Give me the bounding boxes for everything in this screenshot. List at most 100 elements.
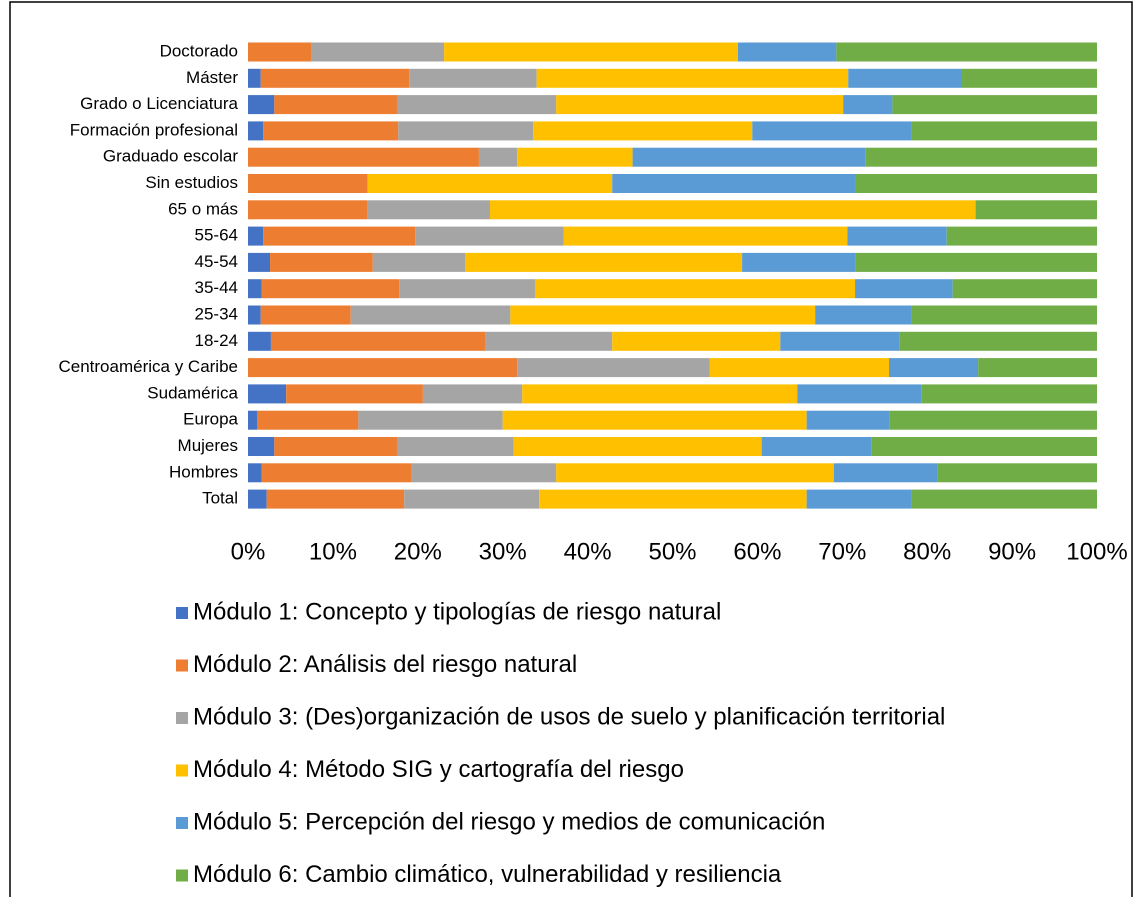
y-tick-label: Grado o Licenciatura — [80, 94, 238, 113]
bar-segment — [911, 121, 1097, 141]
bar-segment — [502, 410, 807, 430]
bar-segment — [286, 384, 423, 404]
y-tick-label: Doctorado — [160, 41, 238, 60]
bar-segment — [889, 410, 1097, 430]
bar-segment — [358, 410, 503, 430]
bar-segment — [709, 358, 889, 378]
bar-segment — [563, 226, 848, 246]
bar-segment — [260, 305, 351, 325]
bar-segment — [248, 252, 271, 272]
bar-segment — [263, 121, 399, 141]
bar-segment — [397, 437, 514, 456]
legend-label: Módulo 4: Método SIG y cartografía del r… — [193, 756, 684, 783]
bar-segment — [248, 147, 479, 167]
legend-swatch — [176, 659, 188, 672]
bar-segment — [513, 437, 762, 456]
x-tick-label: 90% — [988, 538, 1036, 565]
bar-segment — [962, 68, 1097, 88]
bar-segment — [833, 463, 938, 483]
bar-segment — [248, 95, 275, 115]
bar-segment — [372, 252, 466, 272]
bar-segment — [422, 384, 523, 404]
x-tick-label: 10% — [309, 538, 357, 565]
bar-segment — [921, 384, 1097, 404]
bar-segment — [257, 410, 359, 430]
bar-segment — [836, 42, 1097, 62]
bar-segment — [411, 463, 557, 483]
y-tick-label: Centroamérica y Caribe — [58, 357, 238, 376]
bar-segment — [815, 305, 912, 325]
bar-segment — [975, 200, 1097, 220]
bar-segment — [632, 147, 866, 167]
y-tick-label: Sudamérica — [147, 383, 238, 402]
bar-segment — [261, 279, 400, 299]
y-tick-label: Sin estudios — [145, 173, 238, 192]
bar-segment — [266, 489, 405, 509]
bar-segment — [248, 463, 262, 483]
x-tick-label: 20% — [394, 538, 442, 565]
legend-label: Módulo 1: Concepto y tipologías de riesg… — [193, 598, 721, 625]
y-tick-label: Europa — [183, 410, 238, 429]
bar-segment — [892, 95, 1097, 115]
bar-segment — [350, 305, 511, 325]
bar-segment — [248, 358, 518, 378]
bar-segment — [855, 252, 1097, 272]
bar-segment — [398, 121, 534, 141]
bar-segment — [937, 463, 1097, 483]
bar-segment — [248, 489, 267, 509]
bar-segment — [761, 437, 872, 456]
legend-swatch — [176, 764, 188, 777]
bar-segment — [444, 42, 738, 62]
y-tick-label: 25-34 — [195, 304, 238, 323]
bar-segment — [517, 358, 710, 378]
legend-label: Módulo 6: Cambio climático, vulnerabilid… — [193, 861, 782, 888]
legend-swatch — [176, 869, 188, 882]
bar-segment — [248, 279, 262, 299]
y-tick-label: Mujeres — [178, 436, 238, 455]
bar-segment — [556, 463, 834, 483]
bar-segment — [780, 331, 900, 351]
x-tick-label: 60% — [733, 538, 781, 565]
bar-segment — [260, 68, 410, 88]
bar-segment — [248, 121, 264, 141]
bar-segment — [534, 279, 856, 299]
bar-segment — [367, 174, 613, 193]
bar-segment — [978, 358, 1097, 378]
y-tick-label: 45-54 — [195, 252, 238, 271]
bar-segment — [397, 95, 557, 115]
bar-segment — [248, 226, 264, 246]
bar-segment — [478, 147, 518, 167]
x-tick-label: 0% — [231, 538, 266, 565]
bar-segment — [843, 95, 893, 115]
bar-segment — [539, 489, 807, 509]
chart-frame — [9, 1, 1133, 897]
bar-segment — [742, 252, 856, 272]
bar-segment — [415, 226, 564, 246]
bar-segment — [274, 437, 398, 456]
bar-segment — [270, 252, 373, 272]
y-tick-label: Hombres — [169, 462, 238, 481]
bar-segment — [522, 384, 798, 404]
bar-segment — [911, 489, 1097, 509]
x-tick-label: 30% — [479, 538, 527, 565]
bar-segment — [465, 252, 743, 272]
bar-segment — [261, 463, 412, 483]
bar-segment — [311, 42, 445, 62]
bar-segment — [855, 279, 953, 299]
bar-segment — [865, 147, 1097, 167]
bar-segment — [263, 226, 416, 246]
bar-segment — [888, 358, 979, 378]
bar-segment — [404, 489, 540, 509]
bar-segment — [752, 121, 912, 141]
x-tick-label: 70% — [818, 538, 866, 565]
bar-segment — [517, 147, 633, 167]
bar-segment — [485, 331, 613, 351]
bar-segment — [248, 410, 258, 430]
legend-swatch — [176, 607, 188, 619]
legend-swatch — [176, 712, 188, 724]
x-tick-label: 80% — [903, 538, 951, 565]
bar-segment — [737, 42, 837, 62]
bar-segment — [536, 68, 849, 88]
bar-segment — [248, 384, 287, 404]
